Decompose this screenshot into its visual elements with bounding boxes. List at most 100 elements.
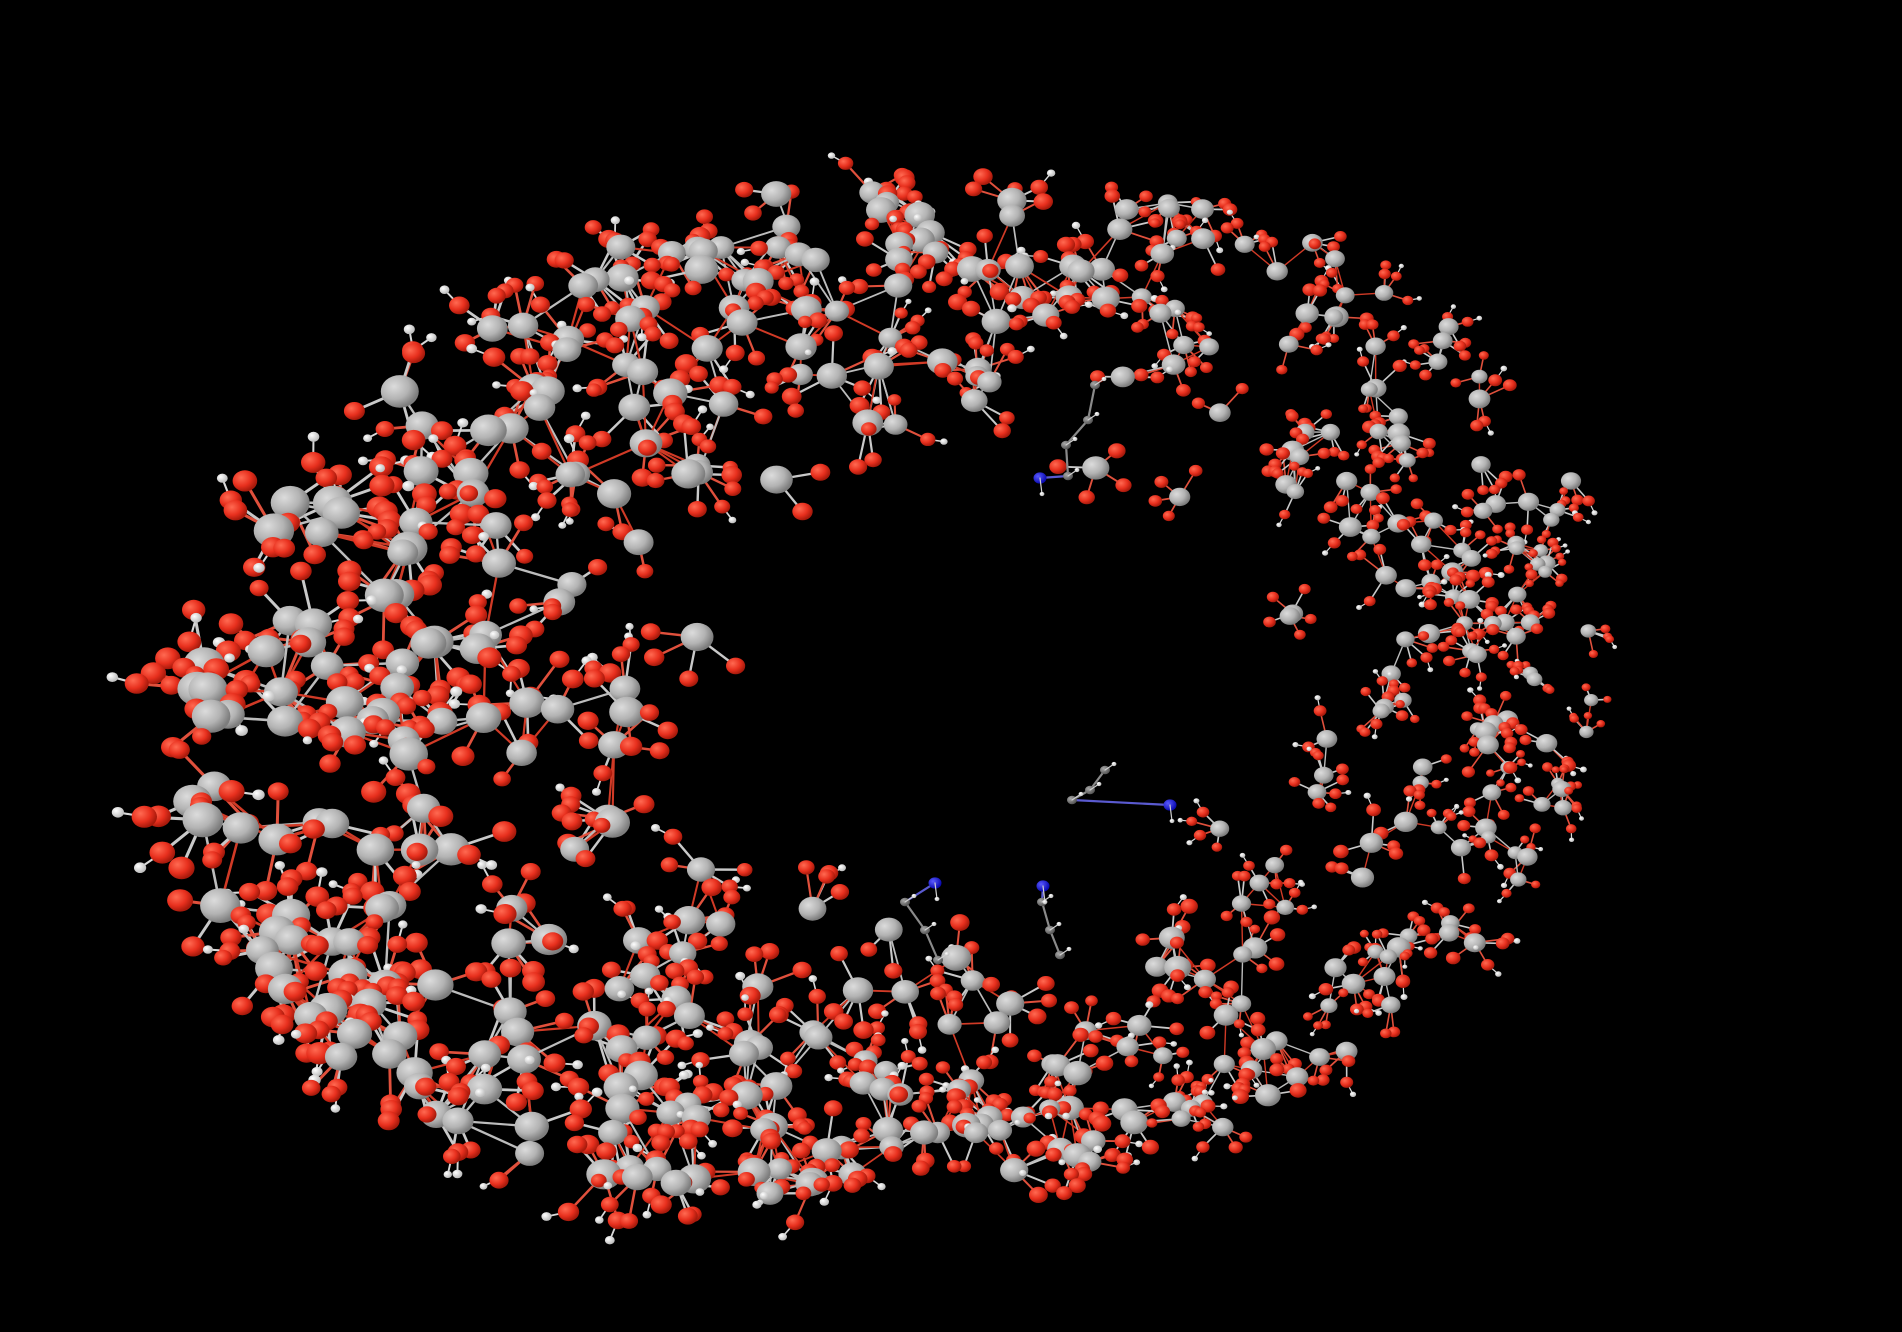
hydrogen-atom: [1585, 519, 1591, 525]
hydrogen-atom: [625, 622, 634, 631]
oxygen-atom: [1462, 903, 1475, 914]
oxygen-atom: [633, 795, 655, 814]
silicon-atom: [1191, 228, 1216, 250]
silicon-atom: [1150, 243, 1175, 264]
oxygen-atom: [1475, 672, 1487, 682]
silicon-atom: [1114, 199, 1139, 220]
silicon-atom: [604, 976, 635, 1002]
hydrogen-atom: [708, 1140, 717, 1148]
silicon-atom: [1255, 1084, 1281, 1107]
hydrogen-atom: [489, 630, 500, 640]
oxygen-atom: [1465, 569, 1481, 583]
oxygen-atom: [1372, 457, 1385, 468]
hydrogen-atom: [592, 788, 601, 796]
oxygen-atom: [610, 321, 628, 338]
oxygen-atom: [457, 844, 481, 865]
oxygen-atom: [1312, 750, 1324, 761]
oxygen-atom: [1271, 468, 1284, 479]
silicon-atom: [669, 941, 697, 965]
oxygen-atom: [1509, 666, 1520, 676]
silicon-atom: [380, 375, 419, 408]
oxygen-atom: [1148, 495, 1163, 507]
hydrogen-atom: [572, 1060, 583, 1070]
oxygen-atom: [149, 841, 176, 864]
oxygen-atom: [489, 1172, 509, 1189]
hydrogen-atom: [1308, 993, 1316, 1000]
silicon-atom: [222, 812, 260, 844]
oxygen-atom: [218, 780, 245, 803]
oxygen-atom: [1346, 551, 1358, 562]
oxygen-atom: [722, 378, 742, 395]
hydrogen-atom: [1044, 1112, 1053, 1120]
oxygen-atom: [160, 675, 183, 695]
oxygen-atom: [593, 765, 613, 782]
hydrogen-atom: [550, 1082, 562, 1092]
oxygen-atom: [1046, 1087, 1063, 1101]
oxygen-atom: [619, 1213, 639, 1229]
oxygen-atom: [1326, 267, 1338, 278]
oxygen-atom: [1378, 268, 1391, 280]
silicon-atom: [977, 371, 1002, 393]
oxygen-atom: [302, 819, 325, 839]
oxygen-atom: [1134, 259, 1149, 272]
oxygen-atom: [1289, 461, 1300, 471]
silicon-atom: [191, 699, 231, 733]
silicon-atom: [1450, 839, 1472, 857]
hydrogen-atom: [610, 216, 620, 225]
silicon-atom: [672, 906, 706, 935]
oxygen-atom: [1413, 916, 1426, 926]
hydrogen-atom: [736, 247, 746, 256]
oxygen-atom: [1564, 786, 1574, 795]
silicon-atom: [1466, 645, 1487, 664]
oxygen-atom: [689, 365, 708, 382]
silicon-atom: [1063, 1060, 1092, 1086]
silicon-atom: [1508, 586, 1527, 603]
oxygen-atom: [482, 347, 506, 367]
silicon-atom: [708, 391, 739, 417]
silicon-atom: [804, 1025, 833, 1050]
bond: [1240, 902, 1244, 956]
oxygen-atom: [465, 545, 486, 563]
silicon-atom: [760, 465, 793, 494]
silicon-atom: [500, 1017, 535, 1047]
silicon-atom: [1395, 579, 1417, 598]
silicon-atom: [1199, 338, 1219, 356]
oxygen-atom: [1603, 695, 1612, 703]
oxygen-atom: [124, 673, 149, 694]
silicon-atom: [941, 944, 972, 971]
oxygen-atom: [543, 1053, 566, 1073]
silicon-atom: [1438, 318, 1459, 336]
hydrogen-atom: [1502, 643, 1507, 648]
silicon-atom: [410, 627, 447, 659]
hydrogen-atom: [568, 944, 579, 954]
hydrogen-atom: [572, 384, 582, 393]
oxygen-atom: [1313, 705, 1327, 717]
oxygen-atom: [950, 914, 970, 931]
oxygen-atom: [781, 387, 802, 405]
oxygen-atom: [418, 523, 438, 540]
oxygen-atom: [1044, 1075, 1058, 1088]
oxygen-atom: [1146, 1118, 1158, 1128]
oxygen-atom: [1467, 631, 1478, 641]
hydrogen-atom: [1612, 644, 1618, 650]
oxygen-atom: [276, 877, 299, 896]
oxygen-atom: [1510, 604, 1523, 615]
oxygen-atom: [1033, 193, 1054, 210]
hydrogen-atom: [692, 1029, 703, 1038]
hydrogen-atom: [262, 690, 275, 702]
oxygen-atom: [989, 283, 1010, 301]
silicon-atom: [761, 181, 792, 207]
hydrogen-atom: [1220, 1103, 1228, 1110]
oxygen-atom: [797, 1121, 812, 1135]
oxygen-atom: [343, 735, 367, 755]
silicon-atom: [603, 1072, 639, 1103]
silicon-atom: [1166, 229, 1187, 247]
silicon-atom: [1338, 517, 1362, 537]
hydrogen-atom: [939, 1086, 947, 1093]
oxygen-atom: [793, 284, 810, 299]
oxygen-atom: [321, 732, 344, 752]
oxygen-atom: [1075, 1167, 1093, 1182]
oxygen-atom: [823, 1100, 843, 1117]
oxygen-atom: [1529, 823, 1541, 834]
